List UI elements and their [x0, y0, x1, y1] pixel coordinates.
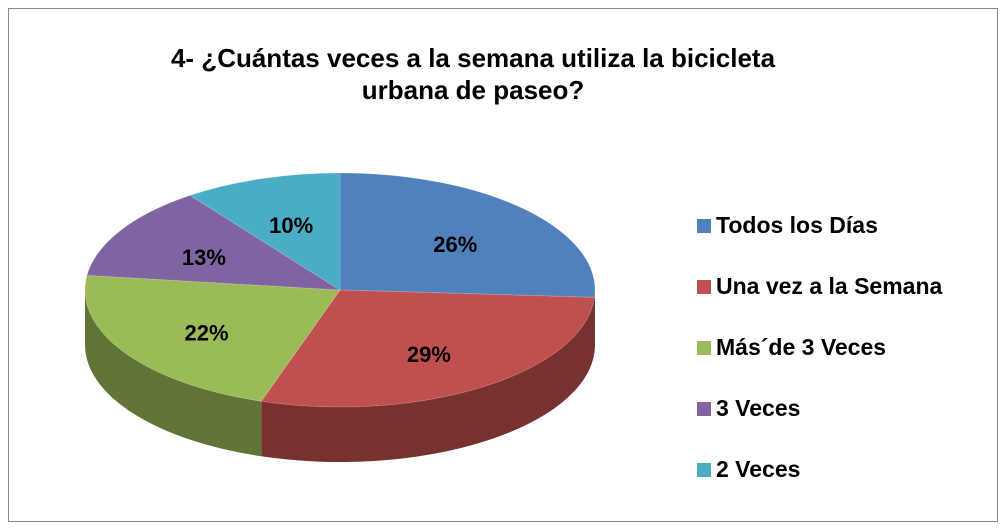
pie-slice	[188, 172, 341, 291]
legend-label: 2 Veces	[716, 456, 800, 482]
data-label: 13%	[182, 245, 226, 270]
legend-label: Todos los Días	[716, 212, 878, 238]
data-label: 22%	[184, 321, 228, 346]
legend-label: Más´de 3 Veces	[716, 334, 886, 360]
legend-label: Una vez a la Semana	[716, 273, 942, 299]
pie-slice	[260, 289, 596, 408]
pie-slice	[339, 172, 596, 298]
legend-swatch	[697, 402, 711, 416]
pie-slice-side	[261, 297, 595, 463]
pie-slice-side	[85, 290, 262, 457]
legend-label: 3 Veces	[716, 395, 800, 421]
legend-swatch	[697, 341, 711, 355]
data-label: 26%	[433, 232, 477, 257]
pie-slice-side	[594, 290, 595, 353]
legend-swatch	[697, 463, 711, 477]
pie-slice	[84, 274, 341, 402]
legend-swatch	[697, 280, 711, 294]
pie-slice	[86, 194, 342, 291]
legend-swatch	[697, 219, 711, 233]
data-label: 29%	[407, 342, 451, 367]
data-label: 10%	[269, 213, 313, 238]
chart-title: 4- ¿Cuántas veces a la semana utiliza la…	[170, 43, 776, 105]
